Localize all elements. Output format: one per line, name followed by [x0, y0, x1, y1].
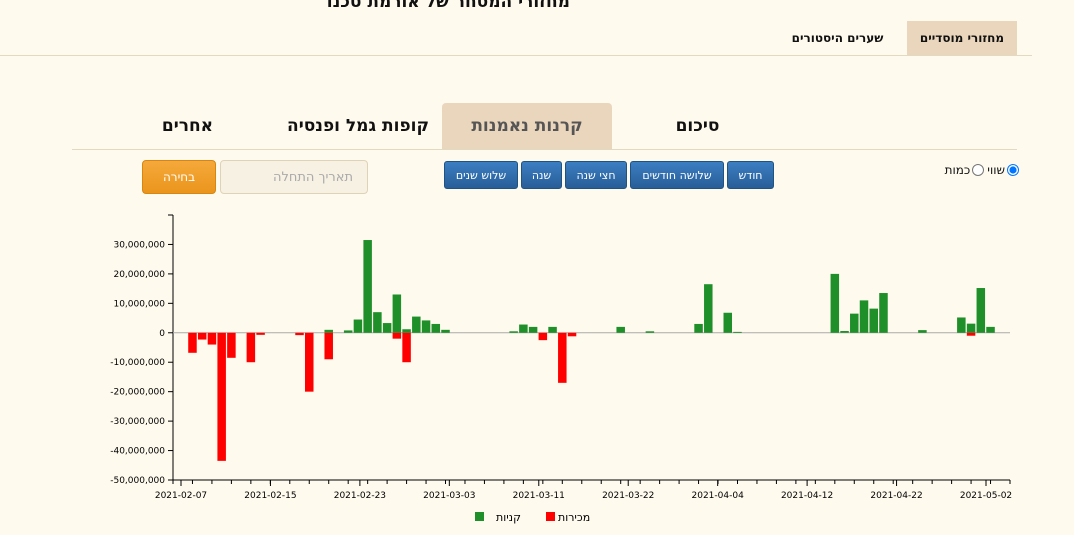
sell-bar	[246, 332, 256, 363]
buy-bar	[528, 326, 538, 333]
buy-bar	[879, 293, 888, 333]
period-month-button[interactable]: חודש	[727, 161, 774, 189]
buy-bar	[548, 326, 557, 333]
buy-bar	[723, 312, 733, 333]
sell-bar	[402, 332, 411, 363]
buy-bar	[343, 330, 353, 333]
sell-bar	[227, 332, 236, 358]
sell-bar	[207, 332, 217, 345]
sell-bar	[538, 332, 548, 341]
x-tick-label: 2021-04-22	[870, 491, 922, 501]
x-tick-label: 2021-05-02	[960, 491, 1012, 501]
buy-bar	[850, 313, 859, 333]
sell-bar	[256, 332, 265, 335]
choose-button[interactable]: בחירה	[142, 160, 216, 194]
radio-quantity[interactable]	[972, 164, 985, 176]
y-tick-label: 10,000,000	[113, 299, 165, 309]
top-tab-institutional-turnover[interactable]: מחזורי מוסדיים	[907, 21, 1017, 55]
buy-bar	[840, 331, 849, 333]
period-three-years-button[interactable]: שלוש שנים	[444, 161, 518, 189]
buy-bar	[353, 319, 363, 333]
buy-bar	[986, 326, 995, 333]
buy-bar	[392, 294, 402, 333]
legend-buys-swatch	[475, 512, 484, 521]
sell-bar	[305, 332, 314, 392]
radio-value[interactable]	[1007, 164, 1019, 176]
sell-bar	[197, 332, 207, 340]
page-title: מחזורי המסחר של אורמת טכנו	[326, 0, 570, 12]
buy-bar	[519, 324, 528, 333]
x-tick-label: 2021-04-12	[781, 491, 833, 501]
sell-bar	[558, 332, 567, 383]
tab-summary[interactable]: סיכום	[675, 116, 720, 136]
sell-bar	[295, 332, 304, 336]
buy-bar	[616, 326, 625, 333]
sell-bar	[188, 332, 197, 353]
buy-bar	[412, 316, 421, 333]
x-tick-label: 2021-04-04	[692, 491, 745, 501]
buy-bar	[382, 323, 392, 333]
buy-bar	[830, 273, 840, 333]
period-three-months-button[interactable]: שלושה חודשים	[630, 161, 724, 189]
buy-bar	[363, 240, 372, 333]
period-half-year-button[interactable]: חצי שנה	[565, 161, 627, 189]
buy-bar	[966, 323, 976, 333]
top-tab-historical-prices[interactable]: שערים היסטורים	[791, 31, 884, 45]
buy-bar	[976, 288, 986, 333]
tabs-divider	[72, 149, 1017, 150]
buy-bar	[869, 308, 878, 333]
tab-others[interactable]: אחרים	[161, 116, 214, 136]
buy-bar	[509, 331, 518, 333]
y-tick-label: 20,000,000	[113, 270, 165, 280]
buy-bar	[421, 320, 431, 333]
sell-bar	[567, 332, 577, 337]
sell-bar	[966, 332, 976, 336]
y-tick-label: -20,000,000	[110, 388, 165, 398]
top-divider	[0, 55, 1032, 56]
buy-bar	[324, 329, 333, 333]
y-tick-label: -30,000,000	[110, 417, 165, 427]
radio-value-option[interactable]: שווי	[987, 163, 1020, 177]
sell-bar	[217, 332, 226, 461]
buy-bar	[431, 323, 441, 333]
buy-bar	[918, 330, 927, 333]
buy-bar	[441, 329, 450, 333]
sell-bar	[324, 332, 333, 360]
y-tick-label: 0	[159, 329, 165, 339]
x-tick-label: 2021-03-22	[602, 491, 654, 501]
y-tick-label: 30,000,000	[113, 240, 165, 250]
legend-buys-label: קניות	[496, 511, 521, 524]
x-tick-label: 2021-02-15	[244, 491, 296, 501]
buy-bar	[645, 331, 655, 333]
buy-bar	[733, 331, 742, 333]
radio-quantity-option[interactable]: כמות	[945, 163, 986, 177]
tab-mutual-funds[interactable]: קרנות נאמנות	[442, 103, 612, 149]
buy-bar	[957, 317, 966, 333]
x-tick-label: 2021-03-11	[513, 491, 565, 501]
legend-sells-label: מכירות	[558, 511, 590, 524]
x-tick-label: 2021-03-03	[423, 491, 475, 501]
period-year-button[interactable]: שנה	[521, 161, 562, 189]
tab-provident-pension[interactable]: קופות גמל ופנסיה	[287, 116, 429, 136]
radio-quantity-label: כמות	[944, 163, 971, 177]
buy-bar	[859, 300, 869, 333]
buy-bar	[694, 323, 703, 333]
x-tick-label: 2021-02-07	[155, 491, 207, 501]
x-tick-label: 2021-02-23	[334, 491, 386, 501]
buy-bar	[704, 284, 713, 333]
sell-bar	[392, 332, 402, 339]
radio-value-label: שווי	[987, 163, 1005, 177]
buy-bar	[402, 329, 411, 333]
start-date-input[interactable]	[220, 160, 368, 194]
y-tick-label: -10,000,000	[110, 358, 165, 368]
value-quantity-toggle: שווי כמות	[930, 163, 1020, 177]
y-tick-label: -40,000,000	[110, 447, 165, 457]
legend-sells-swatch	[546, 512, 555, 521]
turnover-chart: -50,000,000 -40,000,000 -30,000,000 -20,000…	[110, 214, 1012, 524]
y-tick-label: -50,000,000	[110, 476, 165, 486]
buy-bar	[373, 312, 382, 333]
